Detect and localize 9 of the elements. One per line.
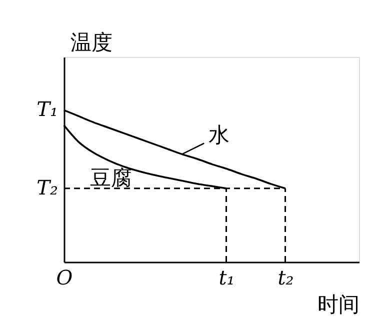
x-tick-label: t₂ <box>278 266 294 290</box>
x-tick-label: O <box>56 266 73 290</box>
text: T₁ <box>36 97 58 122</box>
x-tick-label: t₁ <box>218 266 235 290</box>
x-axis-title: 时间 <box>318 292 360 316</box>
series-label: 豆腐 <box>90 166 132 190</box>
ref-line-label: T₂ <box>36 175 58 200</box>
legend-label: 水 <box>208 122 230 147</box>
y-axis-title: 温度 <box>70 30 112 54</box>
